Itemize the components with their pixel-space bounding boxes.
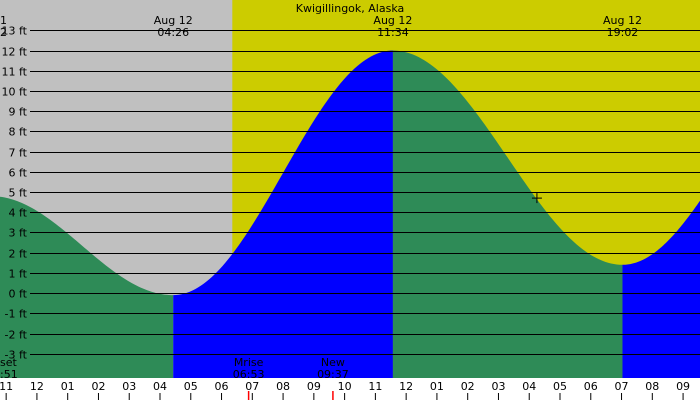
x-tick-label: 06 (584, 380, 598, 393)
falling-tide-segment (0, 196, 174, 378)
tide-date-label: 1 (0, 14, 7, 27)
event-time-label: :51 (0, 368, 18, 381)
tide-time-label: 11:34 (377, 26, 409, 39)
tide-time-label: 04:26 (157, 26, 189, 39)
rising-tide-segment (173, 50, 393, 378)
y-tick-label: 9 ft (9, 106, 28, 119)
x-tick-label: 03 (122, 380, 136, 393)
y-tick-label: 1 ft (9, 268, 28, 281)
y-tick-label: 7 ft (9, 147, 28, 160)
tide-date-label: Aug 12 (154, 14, 193, 27)
chart-title: Kwigillingok, Alaska (296, 2, 405, 15)
x-tick-label: 01 (430, 380, 444, 393)
y-tick-label: 12 ft (2, 46, 28, 59)
x-tick-label: 09 (307, 380, 321, 393)
event-label: Mrise (234, 356, 264, 369)
tide-time-label: 19:02 (607, 26, 639, 39)
tide-date-label: Aug 12 (603, 14, 642, 27)
y-tick-label: 10 ft (2, 86, 28, 99)
x-axis-hour-labels: 11 12 01 02 03 04 05 06 07 08 09 10 11 12 01 02 03 04 05 06… (0, 380, 690, 400)
y-tick-label: 6 ft (9, 167, 28, 180)
x-tick-label: 06 (215, 380, 229, 393)
falling-tide-segment (392, 50, 623, 378)
y-axis-labels: 13 ft 12 ft 11 ft 10 ft 9 ft 8 ft 7 ft 6 ft 5 ft… (2, 25, 28, 362)
y-tick-label: 13 ft (2, 25, 28, 38)
event-label: New (321, 356, 345, 369)
y-tick-label: -3 ft (5, 349, 28, 362)
y-tick-label: 0 ft (9, 288, 28, 301)
x-tick-label: 02 (91, 380, 105, 393)
x-tick-label: 11 (0, 380, 13, 393)
x-tick-label: 03 (491, 380, 505, 393)
rising-tide-segment (622, 200, 700, 378)
x-tick-label: 09 (676, 380, 690, 393)
x-tick-label: 10 (338, 380, 352, 393)
x-tick-label: 04 (153, 380, 167, 393)
event-time-label: 06:53 (233, 368, 265, 381)
y-tick-label: 5 ft (9, 187, 28, 200)
tide-date-label: Aug 12 (373, 14, 412, 27)
x-tick-label: 08 (276, 380, 290, 393)
height-gridlines (30, 30, 700, 355)
x-tick-label: 07 (615, 380, 629, 393)
x-tick-label: 07 (245, 380, 259, 393)
x-tick-label: 08 (645, 380, 659, 393)
x-tick-label: 02 (461, 380, 475, 393)
x-tick-label: 11 (368, 380, 382, 393)
y-tick-label: -2 ft (5, 329, 28, 342)
y-tick-label: 11 ft (2, 66, 28, 79)
event-label: set (0, 356, 17, 369)
x-tick-label: 12 (30, 380, 44, 393)
x-tick-label: 01 (61, 380, 75, 393)
x-tick-label: 05 (553, 380, 567, 393)
x-tick-label: 12 (399, 380, 413, 393)
y-tick-label: 3 ft (9, 227, 28, 240)
y-tick-label: -1 ft (5, 308, 28, 321)
tide-time-label: 2 (0, 26, 7, 39)
x-tick-label: 04 (522, 380, 536, 393)
y-tick-label: 2 ft (9, 248, 28, 261)
tide-area (0, 50, 700, 378)
y-tick-label: 8 ft (9, 126, 28, 139)
event-time-label: 09:37 (317, 368, 349, 381)
y-tick-label: 4 ft (9, 207, 28, 220)
x-tick-label: 05 (184, 380, 198, 393)
